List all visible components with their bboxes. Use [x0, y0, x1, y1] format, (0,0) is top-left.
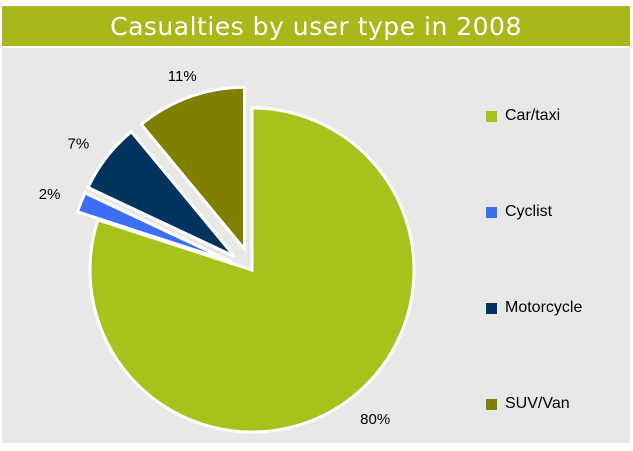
pie-slice-cyclist [75, 190, 233, 264]
legend-item-cyclist: Cyclist [486, 202, 552, 222]
legend-label: Car/taxi [505, 107, 561, 124]
legend-label: Cyclist [505, 203, 553, 220]
data-label-suv-van: 11% [168, 68, 197, 85]
pie-slice-car-taxi [88, 106, 416, 434]
pie-slice-suv-van [139, 85, 247, 254]
title-bar: Casualties by user type in 2008 [2, 6, 630, 46]
legend-label: SUV/Van [505, 395, 570, 412]
pie-chart: 80% 2% 7% 11% [39, 68, 416, 434]
chart-title: Casualties by user type in 2008 [110, 11, 522, 41]
legend-label: Motorcycle [505, 299, 583, 316]
data-label-motorcycle: 7% [68, 136, 90, 153]
legend-item-suv-van: SUV/Van [486, 394, 570, 414]
pie-slice-motorcycle [86, 129, 236, 258]
plot-area: 80% 2% 7% 11% Car/taxi Cyclist Motorcycle SUV/… [2, 48, 630, 443]
data-label-car-taxi: 80% [360, 411, 390, 428]
data-label-cyclist: 2% [39, 186, 61, 203]
legend-item-car-taxi: Car/taxi [486, 106, 560, 126]
legend-swatch [486, 110, 497, 122]
legend-swatch [486, 302, 497, 314]
legend-item-motorcycle: Motorcycle [486, 298, 582, 318]
legend-swatch [486, 398, 497, 410]
legend-swatch [486, 206, 497, 218]
